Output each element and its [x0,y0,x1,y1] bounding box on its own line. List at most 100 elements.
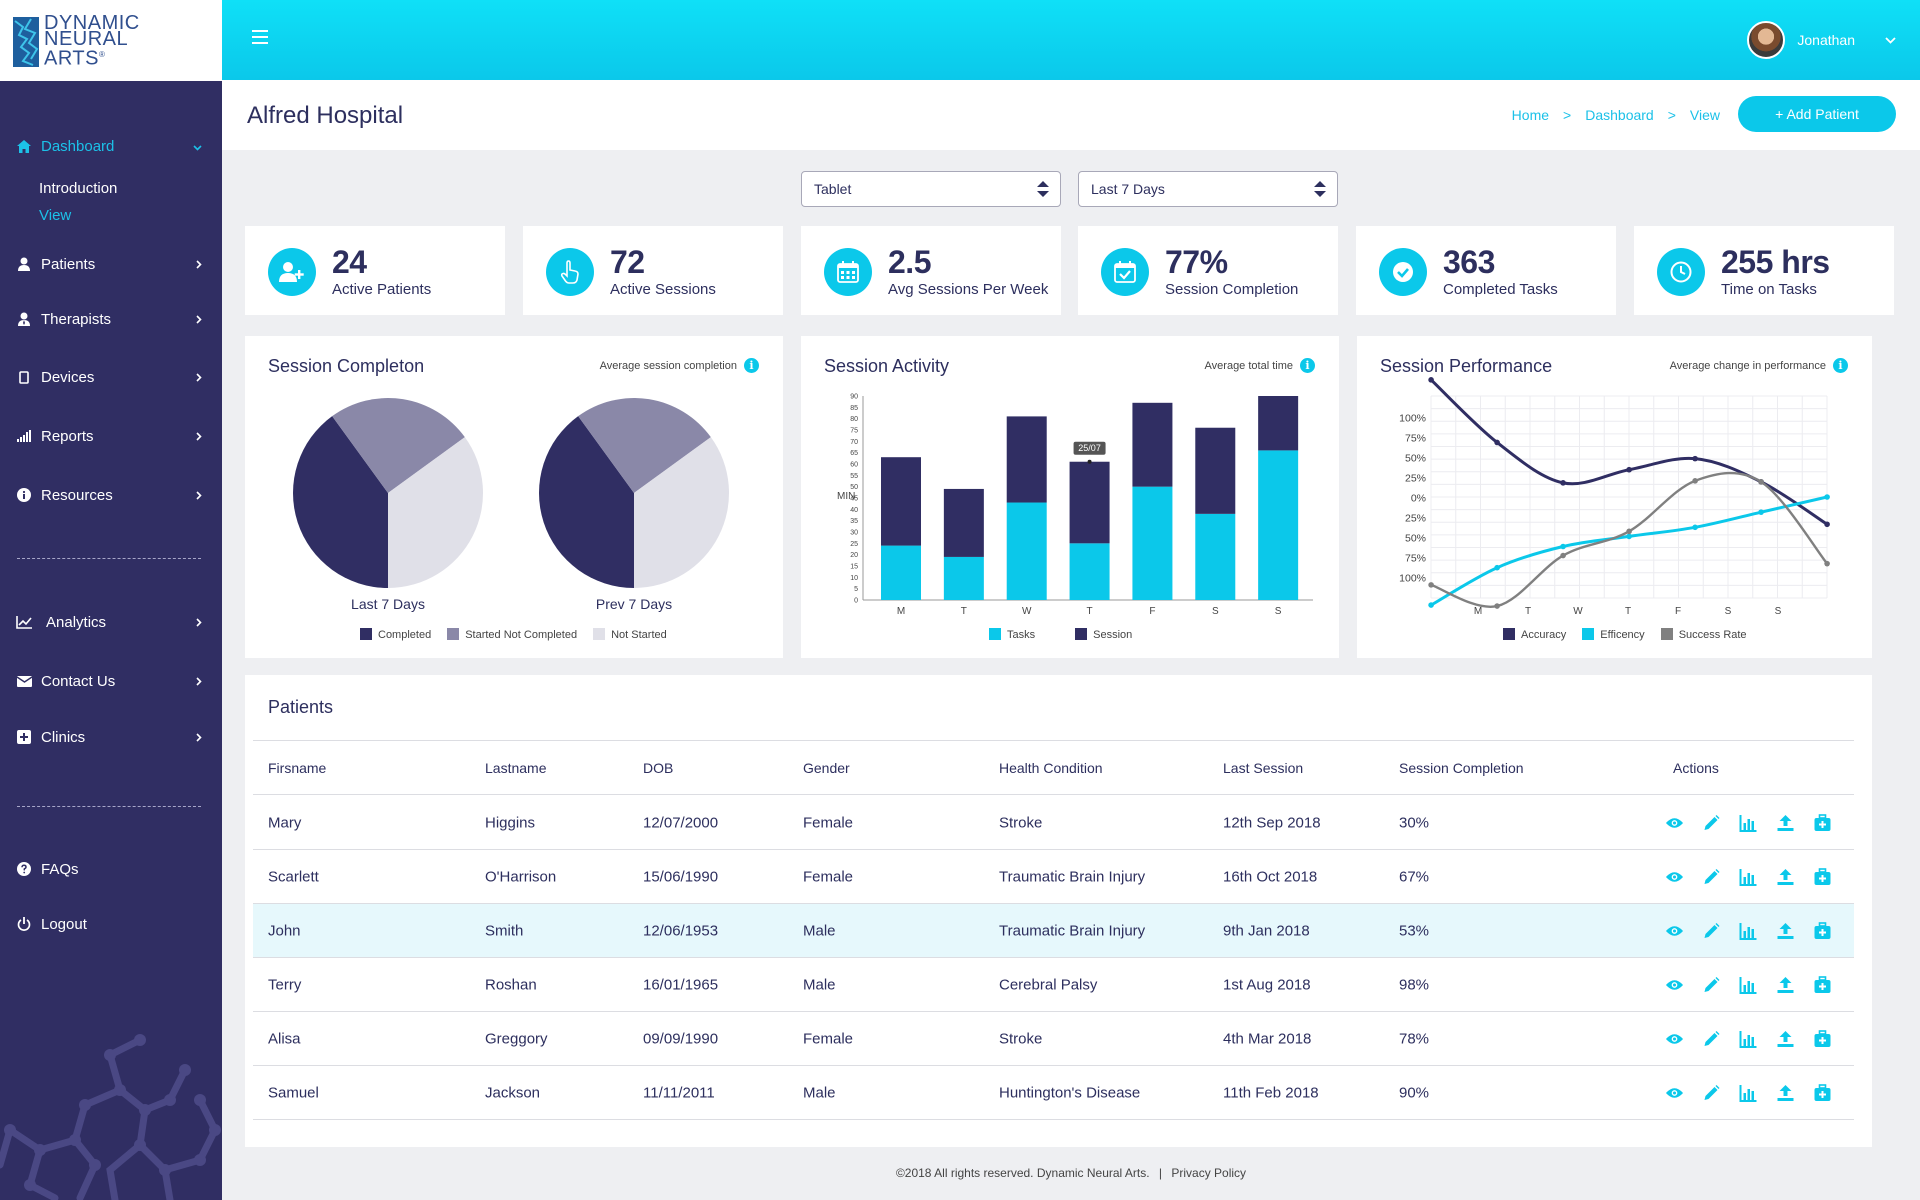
bar-tasks[interactable] [1069,543,1110,600]
pie-slice-not-started[interactable] [634,437,729,588]
info-icon[interactable]: i [744,358,759,373]
data-point[interactable] [1758,479,1764,485]
pencil-icon[interactable] [1702,814,1721,832]
bar-chart-icon[interactable] [1739,814,1758,832]
eye-icon[interactable] [1665,1084,1684,1102]
pie-slice-started-not-completed[interactable] [332,398,465,493]
bar-chart-icon[interactable] [1739,922,1758,940]
data-point[interactable] [1494,439,1500,446]
data-point[interactable] [1626,533,1632,540]
bar-chart-icon[interactable] [1739,1030,1758,1048]
sidebar-item-patients[interactable]: Patients [0,247,222,281]
medkit-icon[interactable] [1813,867,1832,886]
medkit-icon[interactable] [1813,1029,1832,1048]
sidebar-subitem-introduction[interactable]: Introduction [39,180,118,197]
pie-slice-completed[interactable] [539,416,634,588]
pie-slice-completed[interactable] [292,416,388,588]
bar-tasks[interactable] [1258,450,1299,600]
sidebar-item-faqs[interactable]: FAQs [0,852,222,886]
menu-toggle-icon[interactable] [252,30,268,46]
sidebar-item-analytics[interactable]: Analytics [0,605,222,639]
eye-icon[interactable] [1665,814,1684,832]
column-header[interactable]: Last Session [1223,759,1304,776]
data-point[interactable] [1560,543,1566,550]
data-point[interactable] [1428,602,1434,608]
eye-icon[interactable] [1665,868,1684,886]
table-row[interactable]: John Smith 12/06/1953 Male Traumatic Brain I… [253,904,1854,958]
sidebar-subitem-view[interactable]: View [39,207,72,224]
column-header[interactable]: Lastname [485,759,547,776]
brand-logo[interactable]: DYNAMIC NEURAL ARTS® [0,0,222,81]
user-menu[interactable]: Jonathan [1747,20,1896,60]
eye-icon[interactable] [1665,976,1684,994]
data-point[interactable] [1692,455,1698,462]
column-header[interactable]: DOB [643,759,674,776]
add-patient-button[interactable]: + Add Patient [1738,96,1896,132]
pie-slice-not-started[interactable] [388,437,483,588]
sidebar-item-devices[interactable]: Devices [0,360,222,394]
upload-icon[interactable] [1776,1030,1795,1048]
sidebar-item-contact-us[interactable]: Contact Us [0,664,222,698]
data-point[interactable] [1494,564,1500,571]
table-row[interactable]: Alisa Greggory 09/09/1990 Female Stroke 4th M… [253,1012,1854,1066]
breadcrumb-home[interactable]: Home [1511,107,1550,123]
sidebar-item-logout[interactable]: Logout [0,907,222,941]
column-header[interactable]: Session Completion [1399,759,1524,776]
device-select[interactable]: Tablet [801,171,1061,207]
upload-icon[interactable] [1776,922,1795,940]
data-point[interactable] [1692,478,1698,484]
data-point[interactable] [1758,509,1764,515]
bar-session[interactable] [1132,402,1173,487]
bar-tasks[interactable] [881,545,921,600]
bar-chart-icon[interactable] [1739,868,1758,886]
bar-session[interactable] [1006,416,1047,503]
bar-tasks[interactable] [1132,486,1173,600]
pencil-icon[interactable] [1702,1084,1721,1102]
bar-session[interactable] [1069,461,1110,544]
upload-icon[interactable] [1776,976,1795,994]
data-point[interactable] [1692,524,1698,531]
pencil-icon[interactable] [1702,868,1721,886]
data-point[interactable] [1824,560,1830,567]
medkit-icon[interactable] [1813,1083,1832,1102]
info-icon[interactable]: i [1833,358,1848,373]
upload-icon[interactable] [1776,868,1795,886]
table-row[interactable]: Samuel Jackson 11/11/2011 Male Huntington's … [253,1066,1854,1120]
eye-icon[interactable] [1665,1030,1684,1048]
sidebar-item-therapists[interactable]: Therapists [0,302,222,336]
pie-slice-started-not-completed[interactable] [578,398,711,493]
sidebar-item-clinics[interactable]: Clinics [0,720,222,754]
bar-tasks[interactable] [1195,513,1236,600]
bar-tasks[interactable] [943,556,984,600]
data-point[interactable] [1824,494,1830,500]
table-row[interactable]: Terry Roshan 16/01/1965 Male Cerebral Palsy 1… [253,958,1854,1012]
pencil-icon[interactable] [1702,922,1721,940]
medkit-icon[interactable] [1813,921,1832,940]
pencil-icon[interactable] [1702,1030,1721,1048]
bar-session[interactable] [1258,396,1299,451]
upload-icon[interactable] [1776,1084,1795,1102]
table-row[interactable]: Mary Higgins 12/07/2000 Female Stroke 12th Se… [253,796,1854,850]
medkit-icon[interactable] [1813,813,1832,832]
info-icon[interactable]: i [1300,358,1315,373]
data-point[interactable] [1560,480,1566,486]
period-select[interactable]: Last 7 Days [1078,171,1338,207]
bar-session[interactable] [1195,427,1236,514]
data-point[interactable] [1626,466,1632,473]
column-header[interactable]: Gender [803,759,850,776]
data-point[interactable] [1428,582,1434,588]
column-header[interactable]: Firsname [268,759,327,776]
bar-session[interactable] [881,457,921,546]
pencil-icon[interactable] [1702,976,1721,994]
column-header[interactable]: Health Condition [999,759,1103,776]
sidebar-item-reports[interactable]: Reports [0,419,222,453]
data-point[interactable] [1494,603,1500,609]
bar-session[interactable] [943,488,984,557]
bar-tasks[interactable] [1006,502,1047,600]
data-point[interactable] [1560,552,1566,559]
bar-chart-icon[interactable] [1739,1084,1758,1102]
data-point[interactable] [1626,528,1632,535]
eye-icon[interactable] [1665,922,1684,940]
breadcrumb-view[interactable]: View [1689,107,1720,123]
medkit-icon[interactable] [1813,975,1832,994]
